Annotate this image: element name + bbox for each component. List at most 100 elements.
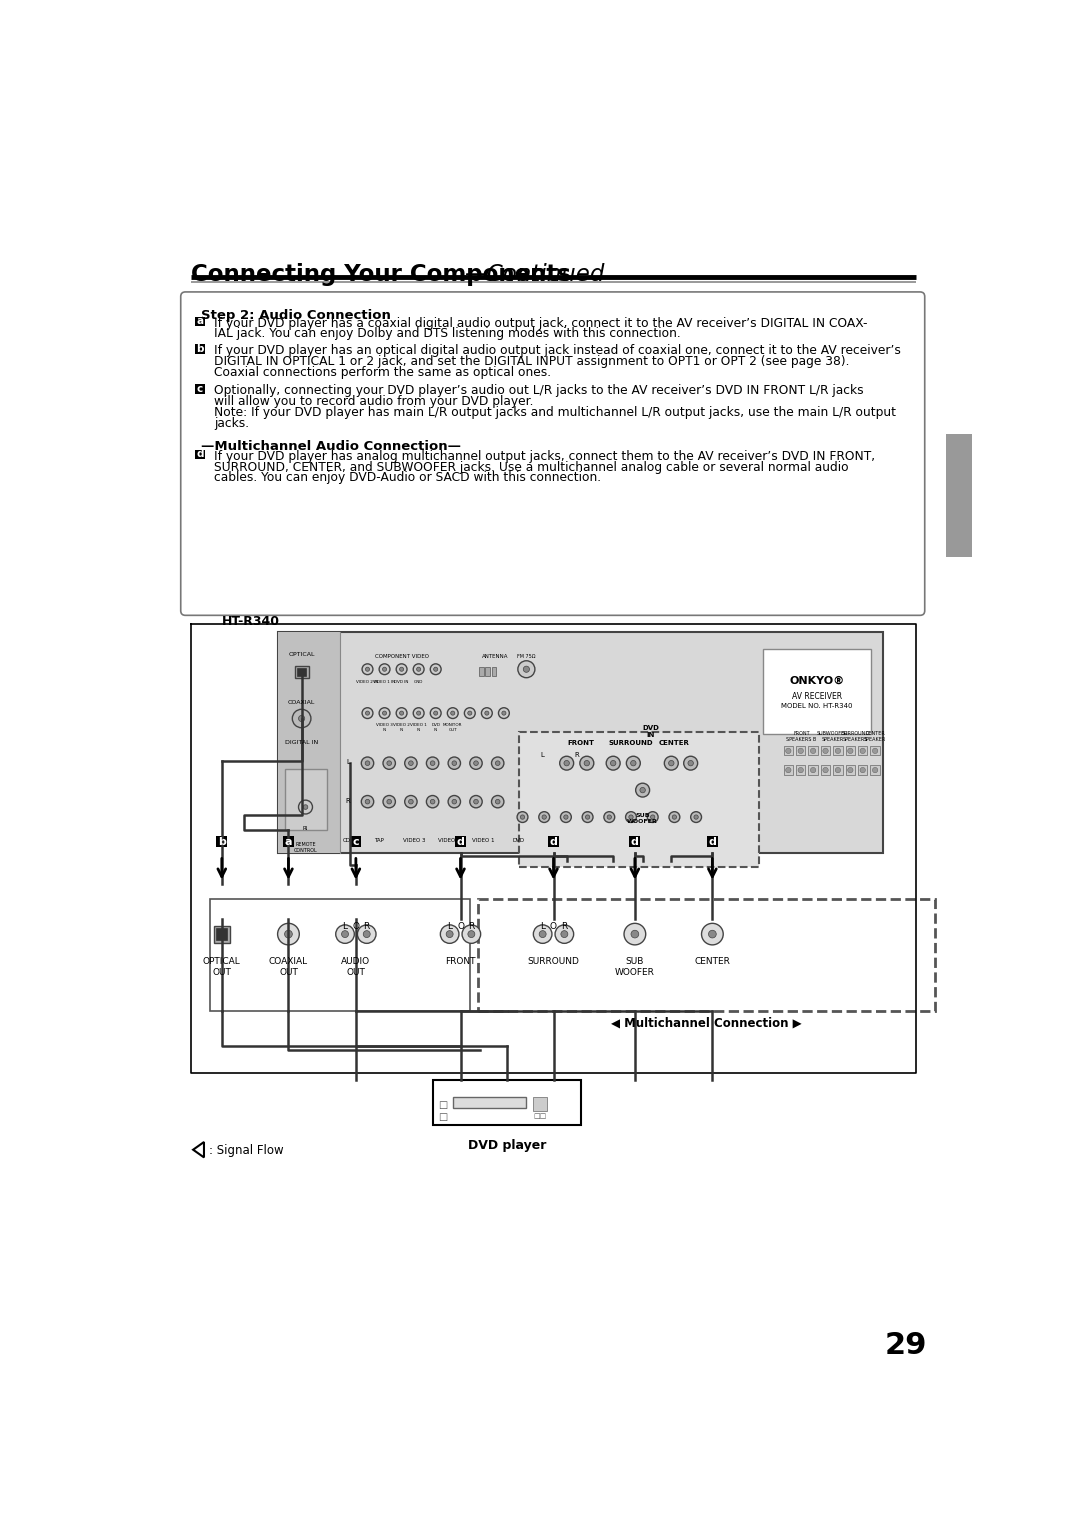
Bar (834, 746, 842, 755)
Text: R: R (469, 921, 474, 931)
Circle shape (382, 668, 387, 671)
Circle shape (521, 814, 525, 819)
Circle shape (860, 767, 865, 773)
Text: R: R (346, 798, 351, 804)
Text: d: d (457, 837, 464, 847)
Circle shape (647, 811, 658, 822)
Circle shape (470, 756, 482, 769)
Circle shape (823, 767, 828, 773)
Text: AUDIO
OUT: AUDIO OUT (341, 957, 370, 978)
Circle shape (405, 756, 417, 769)
Text: DVD
IN: DVD IN (642, 724, 659, 738)
Circle shape (798, 749, 804, 753)
Bar (630, 836, 640, 847)
Circle shape (417, 668, 421, 671)
Circle shape (669, 811, 679, 822)
Circle shape (539, 811, 550, 822)
Text: R: R (575, 752, 579, 758)
Text: CD: CD (342, 837, 351, 843)
FancyBboxPatch shape (180, 292, 924, 616)
Bar (548, 836, 559, 847)
Circle shape (485, 711, 489, 715)
Text: Connecting Your Components: Connecting Your Components (191, 263, 570, 286)
Circle shape (624, 923, 646, 944)
Circle shape (470, 796, 482, 808)
Circle shape (362, 756, 374, 769)
Text: If your DVD player has an optical digital audio output jack instead of coaxial o: If your DVD player has an optical digita… (214, 344, 901, 358)
Circle shape (365, 761, 369, 766)
Text: CENTER: CENTER (694, 957, 730, 966)
Text: HT-R340: HT-R340 (221, 614, 280, 628)
Text: FRONT
SPEAKERS B: FRONT SPEAKERS B (786, 730, 816, 741)
Circle shape (298, 801, 312, 814)
Circle shape (365, 799, 369, 804)
Circle shape (417, 711, 421, 715)
Bar (297, 668, 307, 677)
Circle shape (427, 756, 438, 769)
Circle shape (430, 761, 435, 766)
Circle shape (408, 799, 414, 804)
Text: SURROUND, CENTER, and SUBWOOFER jacks. Use a multichannel analog cable or severa: SURROUND, CENTER, and SUBWOOFER jacks. U… (214, 460, 849, 474)
Circle shape (810, 749, 815, 753)
Circle shape (835, 749, 840, 753)
Text: DVD IN: DVD IN (394, 680, 409, 685)
Circle shape (362, 663, 373, 675)
Circle shape (482, 707, 492, 718)
Circle shape (631, 761, 636, 766)
Bar (195, 316, 205, 325)
Circle shape (561, 811, 571, 822)
Text: MONITOR
OUT: MONITOR OUT (443, 723, 462, 732)
Circle shape (382, 711, 387, 715)
Bar (195, 385, 205, 394)
Text: RI: RI (302, 827, 308, 831)
Circle shape (542, 814, 546, 819)
Circle shape (604, 811, 615, 822)
Text: jacks.: jacks. (214, 417, 249, 429)
Circle shape (499, 707, 510, 718)
Text: Optionally, connecting your DVD player’s audio out L/R jacks to the AV receiver’: Optionally, connecting your DVD player’s… (214, 385, 864, 397)
Circle shape (580, 756, 594, 770)
Text: OPTICAL: OPTICAL (288, 651, 315, 657)
Circle shape (672, 814, 676, 819)
Text: O: O (550, 921, 557, 931)
Text: REMOTE
CONTROL: REMOTE CONTROL (294, 842, 318, 853)
Text: VIDEO 1 IN: VIDEO 1 IN (374, 680, 395, 685)
Text: TAP: TAP (374, 837, 384, 843)
Circle shape (446, 931, 454, 938)
Text: 29: 29 (885, 1331, 927, 1360)
Text: MODEL NO. HT-R340: MODEL NO. HT-R340 (781, 703, 853, 709)
Circle shape (664, 756, 678, 770)
Text: ONKYO®: ONKYO® (789, 677, 845, 686)
Bar (821, 766, 831, 775)
Text: L: L (540, 752, 544, 758)
Circle shape (496, 799, 500, 804)
Text: d: d (197, 449, 204, 460)
Circle shape (561, 931, 568, 938)
Circle shape (414, 707, 424, 718)
Text: FRONT: FRONT (445, 957, 476, 966)
Circle shape (708, 931, 716, 938)
Circle shape (555, 924, 573, 943)
Circle shape (694, 814, 699, 819)
Circle shape (610, 761, 616, 766)
Circle shape (362, 796, 374, 808)
Circle shape (848, 749, 853, 753)
Circle shape (293, 709, 311, 727)
Bar (834, 766, 842, 775)
Circle shape (873, 749, 878, 753)
Bar (485, 666, 490, 677)
Text: If your DVD player has a coaxial digital audio output jack, connect it to the AV: If your DVD player has a coaxial digital… (214, 316, 867, 330)
Text: ◀ Multichannel Connection ▶: ◀ Multichannel Connection ▶ (611, 1016, 801, 1030)
Circle shape (448, 756, 460, 769)
Text: □: □ (438, 1112, 447, 1123)
Circle shape (357, 924, 376, 943)
Bar (195, 449, 205, 458)
Text: R: R (364, 921, 369, 931)
Text: DIGITAL IN OPTICAL 1 or 2 jack, and set the DIGITAL INPUT assignment to OPT1 or : DIGITAL IN OPTICAL 1 or 2 jack, and set … (214, 354, 850, 368)
Text: L: L (347, 759, 350, 766)
Circle shape (284, 931, 293, 938)
Text: SURROUND: SURROUND (527, 957, 580, 966)
Text: IAL jack. You can enjoy Dolby and DTS listening modes with this connection.: IAL jack. You can enjoy Dolby and DTS li… (214, 327, 680, 341)
Bar (216, 927, 227, 940)
Circle shape (517, 811, 528, 822)
